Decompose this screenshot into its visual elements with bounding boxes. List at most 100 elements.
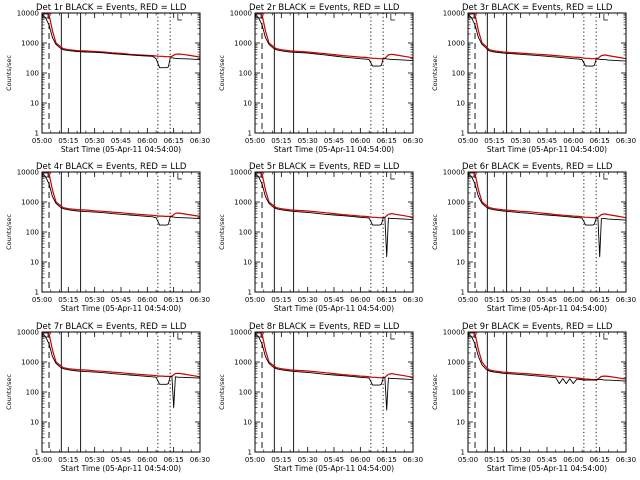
y-tick-label: 1000 — [234, 359, 252, 367]
panel-title: Det 1r BLACK = Events, RED = LLD — [36, 3, 187, 13]
event-markers — [474, 172, 597, 292]
y-tick-label: 10 — [30, 419, 39, 427]
panel-det-5r: Det 5r BLACK = Events, RED = LLD Counts/s… — [218, 162, 423, 313]
x-tick-label: 05:00 — [32, 137, 52, 145]
x-tick-label: 06:15 — [590, 296, 610, 304]
y-axis-label: Counts/sec — [5, 374, 13, 410]
series-lld-line — [255, 172, 413, 219]
series-lld-line — [468, 332, 626, 381]
y-tick-label: 100 — [26, 229, 39, 237]
x-tick-label: 05:15 — [58, 456, 78, 464]
y-tick-label: 1000 — [234, 199, 252, 207]
panel-title: Det 2r BLACK = Events, RED = LLD — [249, 3, 400, 13]
x-tick-label: 05:15 — [484, 456, 504, 464]
x-tick-label: 06:00 — [563, 137, 583, 145]
series-events-line — [42, 332, 200, 409]
event-markers — [474, 13, 597, 133]
panel-title: Det 5r BLACK = Events, RED = LLD — [249, 162, 400, 172]
y-tick-label: 100 — [452, 70, 465, 78]
y-tick-label: 10 — [456, 100, 465, 108]
panel-det-7r: Det 7r BLACK = Events, RED = LLD Counts/s… — [5, 322, 210, 473]
flag-bracket-symbol — [390, 333, 395, 340]
x-tick-label: 05:30 — [511, 296, 531, 304]
start-time-label: Start Time (05-Apr-11 04:54:00) — [487, 464, 607, 473]
series-lld-line — [42, 332, 200, 378]
series-lld-line — [468, 13, 626, 60]
plot-frame — [254, 331, 414, 453]
x-tick-label: 05:00 — [245, 296, 265, 304]
series-lines — [468, 332, 626, 385]
y-tick-label: 100 — [452, 229, 465, 237]
x-tick-label: 05:30 — [511, 137, 531, 145]
x-tick-label: 05:15 — [58, 137, 78, 145]
series-lld-line — [42, 172, 200, 217]
y-tick-label: 10000 — [443, 10, 465, 18]
y-tick-label: 10000 — [230, 329, 252, 337]
x-tick-label: 05:30 — [298, 456, 318, 464]
plot-frame — [467, 331, 627, 453]
series-events-line — [468, 172, 626, 258]
series-events-line — [42, 172, 200, 226]
y-tick-label: 1 — [248, 449, 252, 457]
plot-frame — [41, 171, 201, 293]
y-tick-label: 1 — [461, 449, 465, 457]
x-tick-label: 06:15 — [377, 296, 397, 304]
series-events-line — [255, 13, 413, 67]
x-tick-label: 06:00 — [563, 456, 583, 464]
start-time-label: Start Time (05-Apr-11 04:54:00) — [274, 304, 394, 313]
x-tick-label: 06:30 — [190, 137, 210, 145]
series-events-line — [468, 332, 626, 385]
panel-det-8r: Det 8r BLACK = Events, RED = LLD Counts/s… — [218, 322, 423, 473]
panel-title: Det 7r BLACK = Events, RED = LLD — [36, 322, 187, 332]
panel-det-2r: Det 2r BLACK = Events, RED = LLD Counts/s… — [218, 3, 423, 154]
panel-det-4r: Det 4r BLACK = Events, RED = LLD Counts/s… — [5, 162, 210, 313]
y-tick-label: 100 — [26, 389, 39, 397]
series-lld-line — [42, 13, 200, 58]
start-time-label: Start Time (05-Apr-11 04:54:00) — [61, 304, 181, 313]
x-tick-label: 05:30 — [298, 137, 318, 145]
series-lld-line — [468, 172, 626, 219]
x-tick-label: 05:00 — [245, 137, 265, 145]
x-tick-label: 06:00 — [137, 296, 157, 304]
x-tick-label: 06:30 — [616, 296, 636, 304]
event-markers — [48, 332, 171, 452]
panel-title: Det 6r BLACK = Events, RED = LLD — [462, 162, 613, 172]
y-tick-label: 10 — [243, 259, 252, 267]
x-tick-label: 06:15 — [377, 456, 397, 464]
x-tick-label: 06:30 — [403, 296, 423, 304]
series-events-line — [255, 172, 413, 258]
y-tick-label: 100 — [239, 229, 252, 237]
y-tick-label: 10000 — [17, 329, 39, 337]
x-tick-label: 05:15 — [271, 137, 291, 145]
x-tick-label: 06:00 — [350, 296, 370, 304]
panel-title: Det 3r BLACK = Events, RED = LLD — [462, 3, 613, 13]
y-tick-label: 1000 — [447, 359, 465, 367]
x-tick-label: 06:30 — [190, 456, 210, 464]
x-tick-label: 05:30 — [85, 296, 105, 304]
flag-bracket-symbol — [390, 173, 395, 180]
y-tick-label: 10000 — [17, 169, 39, 177]
series-events-line — [42, 13, 200, 69]
y-tick-label: 10 — [243, 100, 252, 108]
x-tick-label: 05:45 — [537, 137, 557, 145]
y-tick-label: 1 — [461, 289, 465, 297]
y-tick-label: 10 — [456, 259, 465, 267]
x-tick-label: 06:30 — [190, 296, 210, 304]
start-time-label: Start Time (05-Apr-11 04:54:00) — [487, 304, 607, 313]
panel-det-9r: Det 9r BLACK = Events, RED = LLD Counts/s… — [431, 322, 636, 473]
flag-bracket-symbol — [177, 173, 182, 180]
y-axis-label: Counts/sec — [431, 214, 439, 250]
x-tick-label: 05:45 — [111, 456, 131, 464]
y-tick-label: 10000 — [230, 10, 252, 18]
x-tick-label: 05:45 — [537, 456, 557, 464]
x-tick-label: 05:00 — [245, 456, 265, 464]
start-time-label: Start Time (05-Apr-11 04:54:00) — [61, 145, 181, 154]
series-lines — [42, 13, 200, 69]
event-markers — [48, 13, 171, 133]
panel-title: Det 8r BLACK = Events, RED = LLD — [249, 322, 400, 332]
event-markers — [261, 13, 384, 133]
flag-bracket-symbol — [177, 14, 182, 21]
x-tick-label: 06:15 — [164, 456, 184, 464]
y-tick-label: 10000 — [443, 329, 465, 337]
y-axis-label: Counts/sec — [431, 55, 439, 91]
